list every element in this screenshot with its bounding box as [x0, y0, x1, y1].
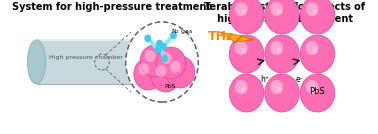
Circle shape [270, 80, 283, 94]
Circle shape [155, 46, 161, 53]
Circle shape [145, 50, 156, 62]
Circle shape [270, 41, 283, 55]
Text: h⁺: h⁺ [260, 75, 269, 84]
Circle shape [170, 31, 177, 39]
Circle shape [235, 2, 248, 16]
Circle shape [140, 45, 169, 77]
Circle shape [156, 47, 186, 79]
Text: High pressure chamber: High pressure chamber [49, 55, 122, 60]
Text: THz: THz [208, 31, 234, 44]
Circle shape [300, 74, 335, 112]
Circle shape [144, 35, 151, 42]
Circle shape [300, 35, 335, 73]
Circle shape [134, 58, 163, 90]
Polygon shape [219, 32, 254, 42]
Text: PbS: PbS [164, 85, 176, 90]
Circle shape [229, 74, 264, 112]
Text: N$_2$ gas: N$_2$ gas [171, 27, 193, 36]
Circle shape [270, 2, 283, 16]
Circle shape [229, 35, 264, 73]
Circle shape [265, 0, 299, 34]
Circle shape [156, 40, 163, 47]
Circle shape [241, 87, 246, 93]
Circle shape [161, 52, 172, 64]
Ellipse shape [140, 40, 158, 84]
Circle shape [312, 87, 318, 93]
Circle shape [138, 63, 149, 75]
Circle shape [265, 74, 299, 112]
Circle shape [166, 56, 195, 88]
Circle shape [265, 35, 299, 73]
Circle shape [277, 87, 282, 93]
Circle shape [241, 9, 246, 15]
Circle shape [235, 41, 248, 55]
Text: PbS: PbS [310, 87, 325, 96]
Circle shape [170, 61, 181, 73]
Text: e⁻: e⁻ [296, 75, 304, 84]
Text: System for high-pressure treatment: System for high-pressure treatment [12, 2, 211, 12]
Circle shape [312, 48, 318, 54]
Text: Terahertz study for effects of
high-pressure treatment: Terahertz study for effects of high-pres… [204, 2, 365, 24]
Circle shape [277, 48, 282, 54]
Circle shape [306, 2, 318, 16]
Circle shape [151, 60, 180, 92]
Polygon shape [37, 40, 149, 84]
Circle shape [277, 9, 282, 15]
Circle shape [312, 9, 318, 15]
Circle shape [161, 55, 168, 62]
Circle shape [229, 0, 264, 34]
Circle shape [160, 43, 167, 51]
Circle shape [125, 22, 198, 102]
Ellipse shape [28, 40, 46, 84]
Circle shape [306, 41, 318, 55]
Circle shape [156, 65, 167, 77]
Circle shape [235, 80, 248, 94]
Circle shape [241, 48, 246, 54]
Circle shape [300, 0, 335, 34]
Circle shape [306, 80, 318, 94]
